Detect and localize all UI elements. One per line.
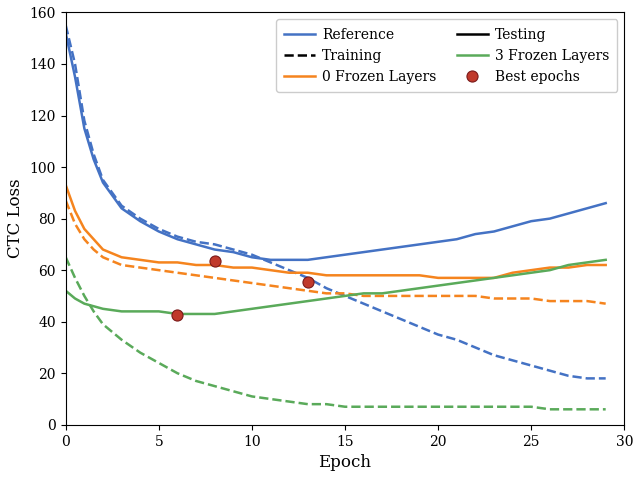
X-axis label: Epoch: Epoch [319, 454, 371, 471]
Legend: Reference, Training, 0 Frozen Layers, Testing, 3 Frozen Layers, Best epochs: Reference, Training, 0 Frozen Layers, Te… [276, 20, 618, 92]
Y-axis label: CTC Loss: CTC Loss [7, 179, 24, 259]
